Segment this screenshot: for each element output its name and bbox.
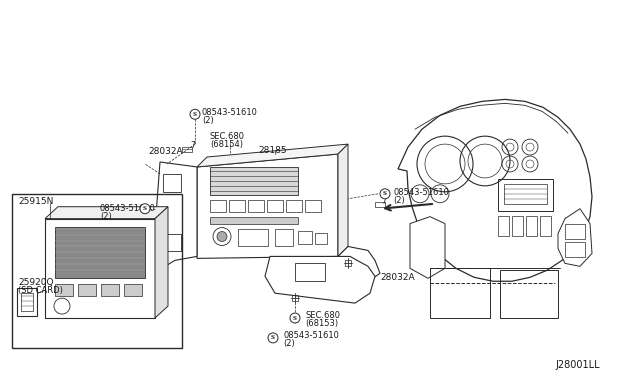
Bar bbox=[101, 284, 119, 296]
Bar bbox=[500, 270, 558, 318]
Circle shape bbox=[190, 109, 200, 119]
Text: S: S bbox=[293, 315, 297, 321]
Text: 08543-51610: 08543-51610 bbox=[202, 108, 258, 117]
Bar bbox=[12, 194, 182, 348]
Bar bbox=[267, 200, 283, 212]
Bar bbox=[345, 260, 351, 266]
Polygon shape bbox=[558, 209, 592, 266]
Circle shape bbox=[54, 298, 70, 314]
Bar bbox=[182, 147, 192, 152]
Bar bbox=[275, 228, 293, 247]
Text: 25920Q: 25920Q bbox=[18, 278, 54, 287]
Bar bbox=[17, 288, 37, 316]
Bar bbox=[498, 179, 553, 211]
Text: S: S bbox=[193, 112, 197, 117]
Circle shape bbox=[140, 204, 150, 214]
Bar bbox=[540, 216, 551, 235]
Bar bbox=[292, 295, 298, 301]
Bar bbox=[163, 174, 181, 192]
Circle shape bbox=[213, 228, 231, 246]
Text: S: S bbox=[271, 336, 275, 340]
Bar bbox=[565, 243, 585, 257]
Polygon shape bbox=[45, 207, 168, 219]
Text: 7: 7 bbox=[381, 197, 386, 206]
Bar bbox=[55, 227, 145, 278]
Bar bbox=[512, 216, 523, 235]
Text: (68154): (68154) bbox=[210, 140, 243, 149]
Text: 7: 7 bbox=[190, 141, 195, 150]
Bar bbox=[210, 167, 298, 195]
Polygon shape bbox=[197, 154, 338, 259]
Bar bbox=[229, 200, 245, 212]
Bar bbox=[210, 217, 298, 224]
Text: SEC.680: SEC.680 bbox=[305, 311, 340, 320]
Text: 28032A: 28032A bbox=[148, 147, 182, 156]
Text: 28185: 28185 bbox=[258, 146, 287, 155]
Text: S: S bbox=[143, 206, 147, 211]
Polygon shape bbox=[155, 162, 197, 266]
Text: 28032A: 28032A bbox=[380, 273, 415, 282]
Text: S: S bbox=[383, 191, 387, 196]
Text: (SD CARD): (SD CARD) bbox=[18, 286, 63, 295]
Bar bbox=[430, 268, 490, 318]
Circle shape bbox=[380, 189, 390, 199]
Polygon shape bbox=[338, 144, 348, 256]
Bar bbox=[295, 263, 325, 281]
Bar bbox=[124, 284, 142, 296]
Bar bbox=[504, 184, 547, 204]
Bar bbox=[78, 284, 96, 296]
Bar bbox=[305, 200, 321, 212]
Bar bbox=[298, 231, 312, 244]
Circle shape bbox=[217, 231, 227, 241]
Text: J28001LL: J28001LL bbox=[555, 360, 600, 370]
Polygon shape bbox=[410, 217, 445, 278]
Bar bbox=[498, 216, 509, 235]
Text: (2): (2) bbox=[100, 212, 112, 221]
Text: 08543-51610: 08543-51610 bbox=[283, 331, 339, 340]
Bar bbox=[248, 200, 264, 212]
Circle shape bbox=[290, 313, 300, 323]
Polygon shape bbox=[155, 207, 168, 318]
Text: SEC.680: SEC.680 bbox=[210, 132, 245, 141]
Polygon shape bbox=[45, 219, 155, 318]
Text: (68153): (68153) bbox=[305, 319, 338, 328]
Bar bbox=[315, 232, 327, 244]
Bar bbox=[238, 228, 268, 247]
Circle shape bbox=[268, 333, 278, 343]
Bar bbox=[565, 224, 585, 238]
Polygon shape bbox=[265, 256, 375, 303]
Polygon shape bbox=[338, 247, 380, 280]
Polygon shape bbox=[398, 99, 592, 281]
Polygon shape bbox=[197, 144, 348, 167]
Text: (2): (2) bbox=[283, 339, 295, 348]
Text: (2): (2) bbox=[202, 116, 214, 125]
Bar bbox=[55, 284, 73, 296]
Text: 08543-51610: 08543-51610 bbox=[393, 188, 449, 197]
Bar bbox=[526, 216, 537, 235]
Bar bbox=[163, 234, 181, 251]
Bar bbox=[375, 202, 385, 207]
Text: (2): (2) bbox=[393, 196, 404, 205]
Bar bbox=[210, 200, 226, 212]
Text: 08543-51610: 08543-51610 bbox=[100, 204, 156, 213]
Bar bbox=[286, 200, 302, 212]
Text: 25915N: 25915N bbox=[18, 197, 53, 206]
Bar bbox=[21, 293, 33, 311]
